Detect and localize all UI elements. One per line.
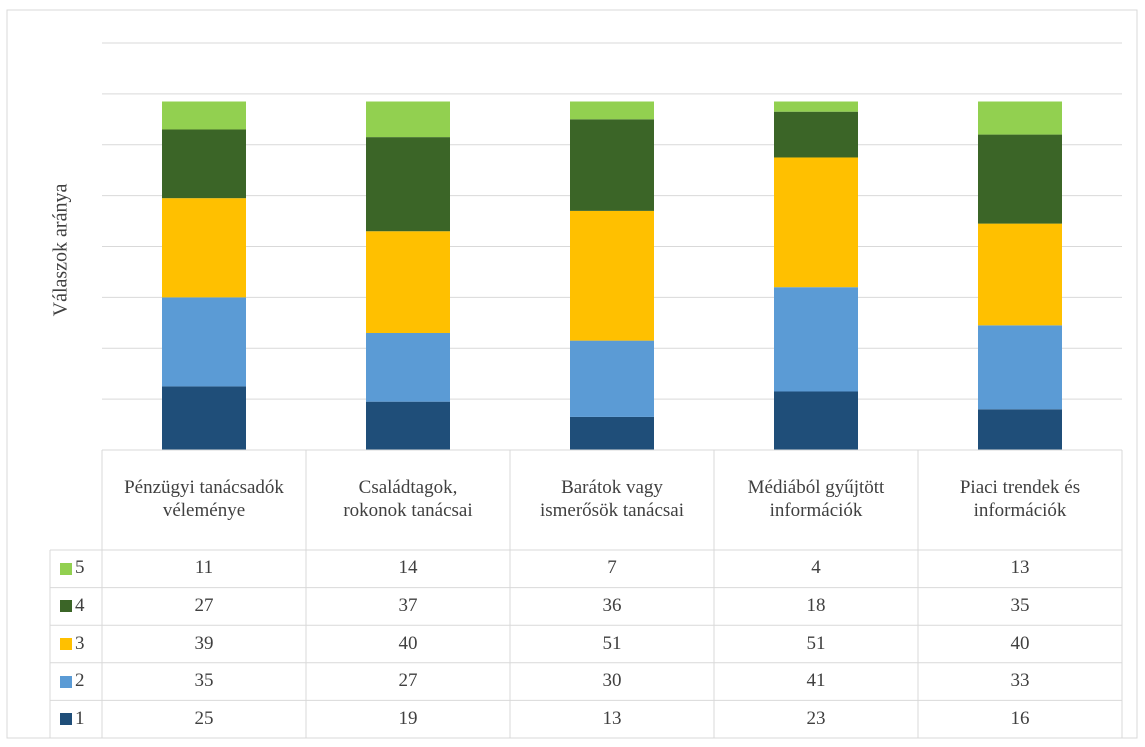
bar-segment (978, 223, 1062, 326)
legend-label: 4 (75, 594, 85, 616)
bar-segment (978, 101, 1062, 135)
legend-entry: 3 (50, 625, 102, 663)
table-value: 35 (1010, 594, 1030, 616)
legend-entry: 5 (50, 550, 102, 588)
legend-swatch (60, 600, 72, 613)
table-value: 51 (806, 632, 826, 654)
table-value: 40 (1010, 632, 1030, 654)
table-value: 27 (194, 594, 214, 616)
table-value: 23 (806, 707, 826, 729)
bar-segment (366, 231, 450, 333)
legend-swatch (60, 562, 72, 575)
legend-swatch (60, 713, 72, 726)
bar-segment (162, 297, 246, 387)
table-value: 30 (602, 670, 622, 692)
bar-segment (978, 134, 1062, 224)
category-label: Piaci trendek és információk (959, 477, 1081, 521)
table-value: 37 (398, 594, 418, 616)
bar-segment (162, 101, 246, 130)
table-value: 13 (602, 707, 622, 729)
bar-segment (774, 287, 858, 392)
bar-segment (570, 416, 654, 450)
category-label: Barátok vagy ismerősök tanácsai (539, 477, 685, 521)
table-value: 40 (398, 632, 418, 654)
bar-segment (570, 210, 654, 341)
bar-segment (978, 325, 1062, 410)
y-axis-label: Válaszok aránya (50, 184, 72, 317)
bar-segment (366, 137, 450, 232)
legend-entry: 4 (50, 588, 102, 626)
bar-segment (162, 198, 246, 298)
category-label: Pénzügyi tanácsadók véleménye (124, 477, 284, 521)
bar-segment (366, 332, 450, 402)
legend-swatch (60, 675, 72, 688)
bar-segment (978, 409, 1062, 450)
table-value: 27 (398, 670, 418, 692)
table-value: 33 (1010, 670, 1030, 692)
table-value: 16 (1010, 707, 1030, 729)
legend-label: 2 (75, 670, 85, 692)
bar-segment (570, 101, 654, 120)
bar-segment (570, 340, 654, 417)
table-value: 19 (398, 707, 418, 729)
bar-segment (162, 129, 246, 199)
table-value: 7 (607, 557, 617, 579)
legend-label: 3 (75, 632, 85, 654)
bar-segment (162, 386, 246, 450)
bar-segment (774, 157, 858, 288)
table-value: 11 (194, 557, 214, 579)
bar-segment (774, 391, 858, 450)
table-value: 39 (194, 632, 214, 654)
table-value: 36 (602, 594, 622, 616)
legend-entry: 2 (50, 663, 102, 701)
category-label: Családtagok, rokonok tanácsai (343, 477, 473, 521)
table-value: 35 (194, 670, 214, 692)
table-value: 4 (811, 557, 821, 579)
bar-segment (570, 119, 654, 211)
bar-segment (366, 401, 450, 450)
table-value: 41 (806, 670, 826, 692)
legend-label: 5 (75, 557, 85, 579)
table-value: 25 (194, 707, 214, 729)
table-value: 13 (1010, 557, 1030, 579)
category-label: Médiából gyűjtött információk (747, 477, 885, 521)
bar-segment (774, 111, 858, 158)
table-value: 18 (806, 594, 826, 616)
legend-label: 1 (75, 707, 85, 729)
bar-segment (366, 101, 450, 138)
table-value: 14 (398, 557, 418, 579)
table-value: 51 (602, 632, 622, 654)
bar-segment (774, 101, 858, 112)
legend-entry: 1 (50, 700, 102, 738)
legend-swatch (60, 637, 72, 650)
